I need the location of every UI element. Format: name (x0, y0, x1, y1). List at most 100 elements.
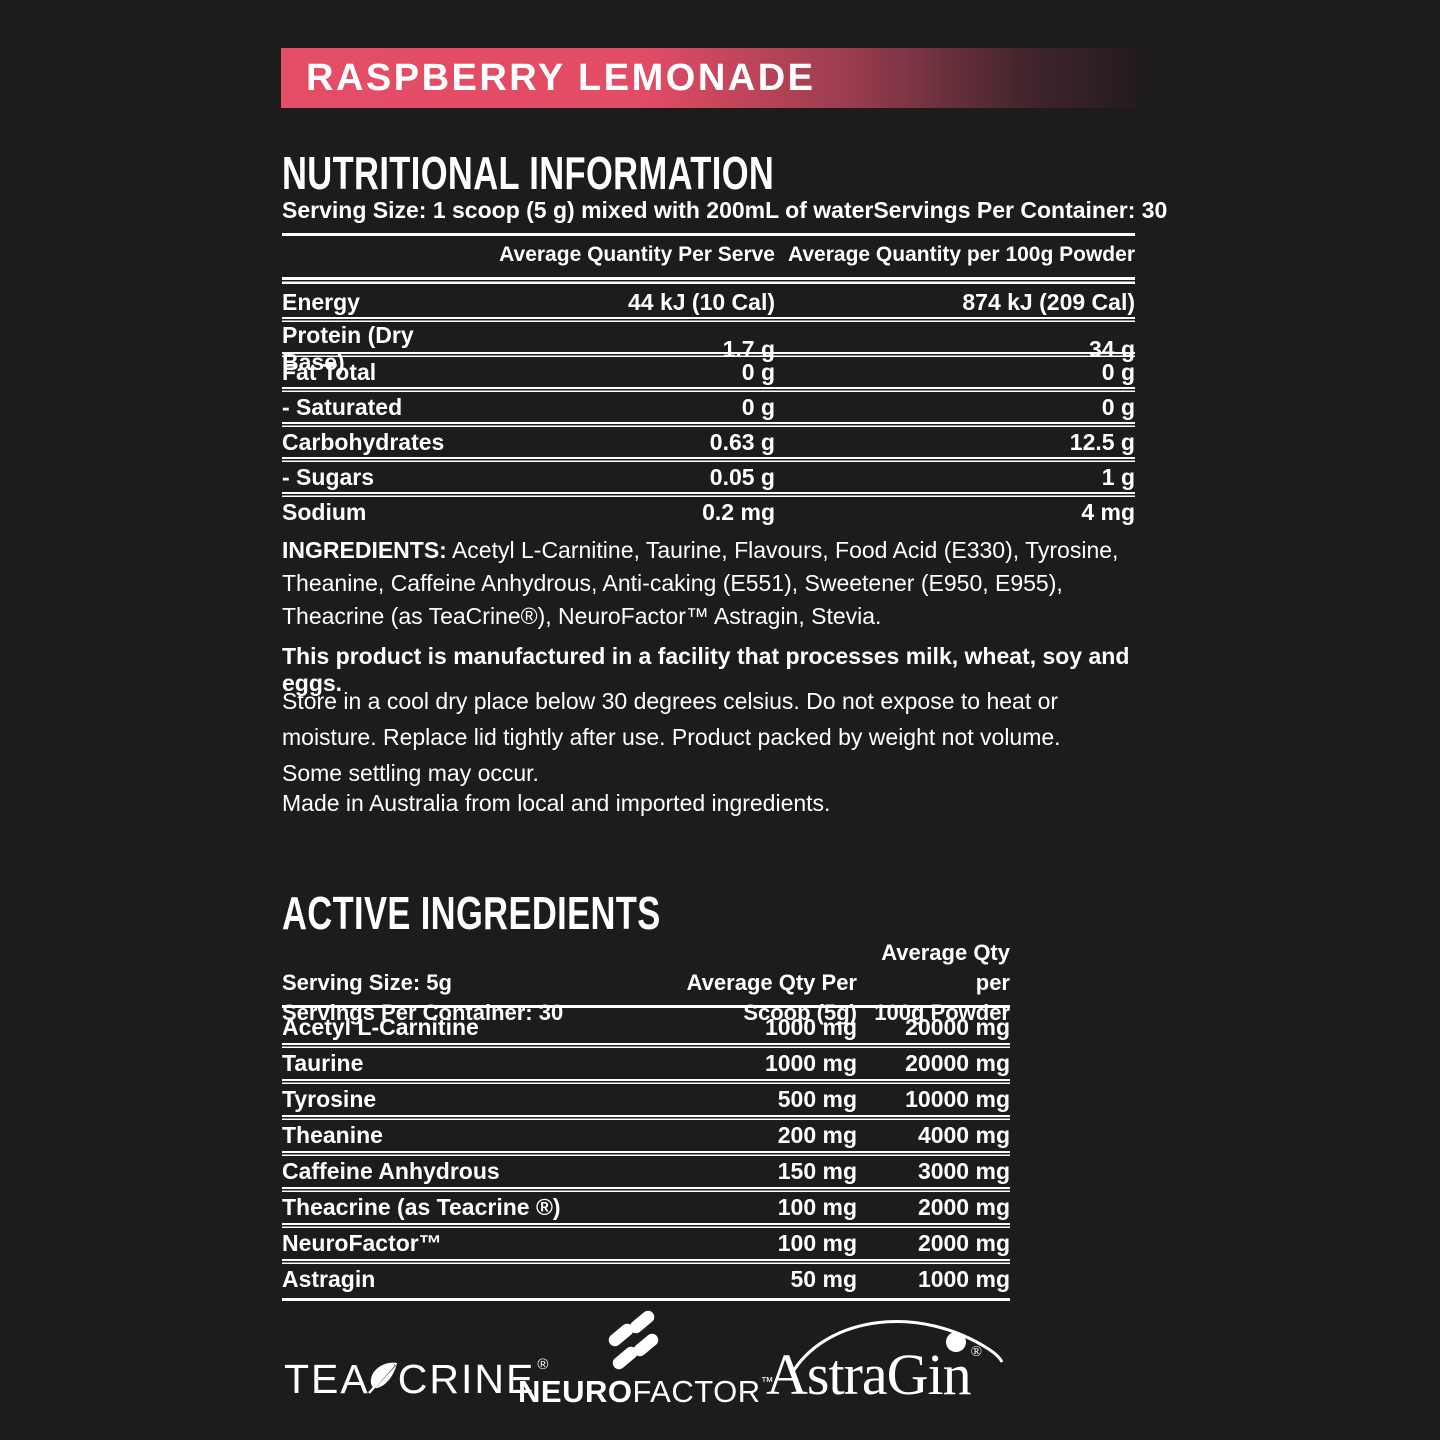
table-row: Theacrine (as Teacrine ®) 100 mg 2000 mg (282, 1192, 1010, 1223)
divider (282, 387, 1135, 392)
value-per-scoop: 50 mg (790, 1266, 857, 1292)
value-per-100g: 10000 mg (905, 1086, 1010, 1112)
col-header-per-serve: Average Quantity Per Serve (499, 243, 775, 266)
value-per-scoop: 150 mg (777, 1158, 857, 1184)
value-per-100g: 1000 mg (917, 1266, 1010, 1292)
value-per-serve: 0 g (741, 358, 775, 385)
divider (282, 492, 1135, 497)
divider (282, 1298, 1010, 1301)
ingredients-paragraph: INGREDIENTS: Acetyl L-Carnitine, Taurine… (282, 534, 1148, 633)
nutrition-title: NUTRITIONAL INFORMATION (282, 147, 775, 199)
table-row: - Sugars 0.05 g 1 g (282, 462, 1135, 492)
divider (282, 1187, 1010, 1192)
swoosh-icon (792, 1320, 1004, 1371)
nutrition-table-header: Average Quantity Per Serve Average Quant… (282, 243, 1135, 267)
nutrient-name: - Saturated (282, 393, 403, 420)
active-servings-per-container: Servings Per Container: 30 (282, 1000, 564, 1025)
col-header-per-100g: Average Qty per 100g Powder (874, 940, 1010, 1025)
active-serving-size: Serving Size: 5g (282, 970, 452, 995)
table-row: Tyrosine 500 mg 10000 mg (282, 1084, 1010, 1115)
value-per-scoop: 200 mg (777, 1122, 857, 1148)
nutrient-name: Protein (Dry Base) (282, 322, 414, 375)
ingredients-text: Acetyl L-Carnitine, Taurine, Flavours, F… (282, 537, 1119, 629)
value-per-100g: 3000 mg (917, 1158, 1010, 1184)
active-serving-info: Serving Size: 5g Servings Per Container:… (282, 968, 647, 1028)
table-row: Fat Total 0 g 0 g (282, 357, 1135, 387)
ingredient-name: NeuroFactor™ (282, 1230, 442, 1256)
origin-statement: Made in Australia from local and importe… (282, 790, 831, 816)
value-per-100g: 0 g (1101, 358, 1135, 385)
nutrient-name: Energy (282, 288, 360, 315)
divider (282, 1115, 1010, 1120)
table-row: Taurine 1000 mg 20000 mg (282, 1048, 1010, 1079)
molecule-dots-icon (608, 1310, 659, 1370)
registered-mark: ® (970, 1344, 983, 1360)
divider (282, 1043, 1010, 1048)
value-per-100g: 12.5 g (1069, 428, 1135, 455)
table-row: Sodium 0.2 mg 4 mg (282, 497, 1135, 527)
value-per-serve: 44 kJ (10 Cal) (627, 288, 775, 315)
astragin-wordmark: AstraGin® (766, 1342, 983, 1407)
nutrient-name: Sodium (282, 498, 367, 525)
leaf-icon (361, 1355, 405, 1409)
storage-instructions: Store in a cool dry place below 30 degre… (282, 688, 1061, 786)
divider (282, 233, 1135, 236)
value-per-scoop: 500 mg (777, 1086, 857, 1112)
table-row: Acetyl L-Carnitine 1000 mg 20000 mg (282, 1012, 1010, 1043)
servings-per-container-text: Servings Per Container: 30 (873, 197, 1168, 223)
value-per-100g: 4 mg (1081, 498, 1135, 525)
astragin-logo: AstraGin® (760, 1306, 1016, 1408)
value-per-100g: 20000 mg (905, 1014, 1010, 1040)
value-per-100g: 20000 mg (905, 1050, 1010, 1076)
value-per-serve: 0.63 g (709, 428, 775, 455)
col-header-per-100g: Average Quantity per 100g Powder (787, 243, 1135, 266)
divider (282, 1259, 1010, 1264)
teacrine-logo: TEA CRINE ® (284, 1356, 550, 1402)
table-row: Theanine 200 mg 4000 mg (282, 1120, 1010, 1151)
divider (282, 457, 1135, 462)
serving-size-text: Serving Size: 1 scoop (5 g) mixed with 2… (282, 197, 874, 223)
table-row: Protein (Dry Base) 1.7 g 34 g (282, 322, 1135, 375)
ingredient-name: Acetyl L-Carnitine (282, 1014, 479, 1040)
registered-mark: ® (537, 1356, 551, 1373)
neurofactor-wordmark: NEUROFACTOR™ (518, 1374, 775, 1409)
trademark-mark: ™ (760, 1374, 775, 1389)
value-per-100g: 4000 mg (917, 1122, 1010, 1148)
value-per-scoop: 100 mg (777, 1230, 857, 1256)
active-ingredients-title: ACTIVE INGREDIENTS (282, 887, 661, 939)
divider (282, 1005, 1010, 1008)
table-row: Caffeine Anhydrous 150 mg 3000 mg (282, 1156, 1010, 1187)
divider (282, 317, 1135, 322)
ingredient-name: Caffeine Anhydrous (282, 1158, 500, 1184)
neurofactor-logo: NEUROFACTOR™ (518, 1310, 775, 1410)
table-row: Energy 44 kJ (10 Cal) 874 kJ (209 Cal) (282, 287, 1135, 317)
value-per-serve: 0.2 mg (702, 498, 775, 525)
ingredient-name: Theanine (282, 1122, 383, 1148)
value-per-scoop: 100 mg (777, 1194, 857, 1220)
table-row: Astragin 50 mg 1000 mg (282, 1264, 1010, 1295)
table-row: NeuroFactor™ 100 mg 2000 mg (282, 1228, 1010, 1259)
value-per-100g: 874 kJ (209 Cal) (962, 288, 1135, 315)
divider (282, 352, 1135, 357)
value-per-scoop: 1000 mg (764, 1014, 857, 1040)
divider (282, 277, 1135, 284)
ingredients-label: INGREDIENTS: (282, 537, 447, 563)
ingredient-name: Tyrosine (282, 1086, 377, 1112)
nutrient-name: Carbohydrates (282, 428, 445, 455)
nutrient-name: - Sugars (282, 463, 375, 490)
serving-info-row: Serving Size: 1 scoop (5 g) mixed with 2… (282, 197, 1167, 224)
value-per-serve: 0.05 g (709, 463, 775, 490)
value-per-100g: 2000 mg (917, 1230, 1010, 1256)
active-ingredients-table: Acetyl L-Carnitine 1000 mg 20000 mg Taur… (282, 1012, 1010, 1295)
flavor-banner: RASPBERRY LEMONADE (281, 48, 1137, 108)
value-per-serve: 1.7 g (722, 335, 775, 362)
flavor-name: RASPBERRY LEMONADE (306, 56, 816, 99)
col-header-per-scoop: Average Qty Per Scoop (5g) (686, 970, 857, 1025)
divider (282, 1151, 1010, 1156)
ingredient-name: Taurine (282, 1050, 364, 1076)
nutrient-name: Fat Total (282, 358, 377, 385)
table-row: - Saturated 0 g 0 g (282, 392, 1135, 422)
value-per-serve: 0 g (741, 393, 775, 420)
ingredient-name: Theacrine (as Teacrine ®) (282, 1194, 561, 1220)
